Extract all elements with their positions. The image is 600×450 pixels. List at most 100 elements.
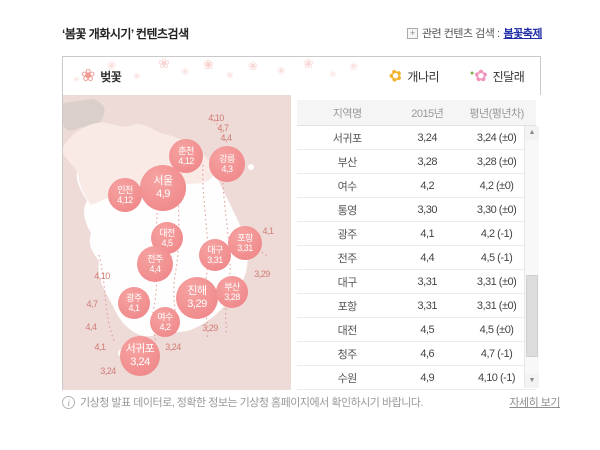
- cell-2015: 3,28: [417, 155, 438, 168]
- blossom-decoration-icon: ❀: [329, 69, 337, 79]
- cell-2015: 4,6: [420, 347, 435, 360]
- map-bubble-대전: 대전 4,5: [151, 222, 183, 254]
- map-bubble-서울: 서울 4,9: [140, 165, 186, 211]
- related-search-link[interactable]: 봄꽃축제: [503, 28, 543, 40]
- table-row: 대전 4,5 4,5 (±0): [297, 318, 536, 342]
- cell-region: 대구: [337, 276, 358, 289]
- blossom-decoration-icon: ❀: [203, 57, 214, 72]
- cell-region: 부산: [337, 156, 358, 169]
- cell-normal: 3,30 (±0): [476, 203, 517, 216]
- map-bubble-광주: 광주 4,1: [118, 287, 150, 319]
- blossom-decoration-icon: ❀: [248, 59, 259, 73]
- tab-azalea[interactable]: ●✿ 진달래: [470, 57, 525, 95]
- cell-region: 포항: [337, 300, 358, 313]
- map-bubble-포항: 포항 3,31: [228, 226, 262, 260]
- contour-date-label: 4,1: [262, 226, 274, 236]
- contour-date-label: 3,29: [254, 269, 270, 279]
- cell-2015: 4,4: [420, 251, 435, 264]
- contour-date-label: 3,29: [202, 323, 218, 333]
- blossom-decoration-icon: ❀: [226, 70, 234, 80]
- contour-date-label: 4,10: [94, 271, 110, 281]
- cell-2015: 3,30: [417, 203, 438, 216]
- scrollbar-thumb[interactable]: [526, 275, 538, 357]
- contour-date-label: 3,24: [165, 342, 181, 352]
- blossom-decoration-icon: ❀: [73, 75, 80, 84]
- map-bubble-부산: 부산 3,28: [216, 276, 248, 308]
- scrollbar-up-icon[interactable]: ▲: [525, 126, 539, 140]
- table-row: 통영 3,30 3,30 (±0): [297, 198, 536, 222]
- forsythia-icon: ✿: [386, 66, 406, 87]
- cell-region: 여수: [337, 180, 358, 193]
- bloom-table: 지역명 2015년 평년(평년차) 서귀포 3,24 3,24 (±0) 부산 …: [291, 95, 541, 390]
- col-header-2015: 2015년: [411, 107, 444, 120]
- tab-forsythia-label: 개나리: [407, 69, 440, 84]
- cell-region: 청주: [337, 348, 358, 361]
- cell-region: 수원: [337, 372, 358, 385]
- table-row: 수원 4,9 4,10 (-1): [297, 366, 536, 390]
- cell-normal: 3,31 (±0): [476, 299, 517, 312]
- cell-region: 대전: [337, 324, 358, 337]
- page-title: ‘봄꽃 개화시기’ 컨텐츠검색: [62, 27, 189, 41]
- cell-normal: 4,2 (-1): [480, 227, 513, 240]
- info-icon: i: [62, 395, 75, 409]
- blossom-decoration-icon: ❀: [349, 61, 359, 73]
- cell-2015: 4,2: [420, 179, 435, 192]
- contour-date-label: 4,10: [208, 113, 224, 123]
- blossom-decoration-icon: ❀: [277, 66, 286, 77]
- cell-normal: 4,5 (±0): [479, 323, 514, 336]
- map-bubble-여수: 여수 4,2: [150, 307, 180, 337]
- blossom-decoration-icon: ❀: [158, 57, 170, 71]
- map-bubble-대구: 대구 3,31: [199, 239, 231, 271]
- blossom-decoration-icon: ❀: [133, 71, 141, 81]
- col-header-region: 지역명: [332, 107, 362, 120]
- contour-date-label: 4,4: [220, 133, 232, 143]
- tab-cherry-label: 벚꽃: [100, 69, 122, 84]
- scrollbar-down-icon[interactable]: ▼: [525, 374, 539, 388]
- map-bubble-인천: 인천 4,12: [108, 178, 142, 212]
- map-bubble-전주: 전주 4,4: [137, 246, 173, 282]
- flower-widget-panel: ❀ ❀ ❀ ❀ ❀ ❀ ❀ ❀ ❀ ❀ ❀ ❀ ❀ 벚꽃 ✿ 개나리 ●✿ 진달…: [62, 56, 541, 390]
- map-bubble-강릉: 강릉 4,3: [209, 146, 245, 182]
- table-row: 포항 3,31 3,31 (±0): [297, 294, 536, 318]
- contour-date-label: 4,7: [86, 299, 98, 309]
- blossom-decoration-icon: ❀: [181, 67, 190, 78]
- related-search-label: 관련 컨텐츠 검색 :: [421, 28, 500, 40]
- tab-forsythia[interactable]: ✿ 개나리: [386, 57, 440, 95]
- map-bubble-춘천: 춘천 4,12: [169, 139, 203, 173]
- cell-normal: 3,24 (±0): [476, 131, 517, 144]
- map-neighbor-land: [63, 99, 105, 131]
- table-row: 대구 3,31 3,31 (±0): [297, 270, 536, 294]
- related-search: + 관련 컨텐츠 검색 : 봄꽃축제: [406, 25, 543, 41]
- cell-region: 광주: [337, 228, 358, 241]
- cell-normal: 4,2 (±0): [479, 179, 514, 192]
- cell-region: 통영: [337, 204, 358, 217]
- tab-cherry-blossom[interactable]: ❀ 벚꽃: [81, 57, 122, 95]
- cell-2015: 4,1: [420, 227, 435, 240]
- tab-azalea-label: 진달래: [492, 69, 525, 84]
- col-header-normal: 평년(평년차): [469, 107, 524, 120]
- cell-normal: 4,10 (-1): [478, 371, 516, 384]
- table-header-row: 지역명 2015년 평년(평년차): [297, 100, 536, 126]
- cell-normal: 4,5 (-1): [480, 251, 513, 264]
- contour-date-label: 3,24: [100, 366, 116, 376]
- table-scrollbar[interactable]: ▲ ▼: [524, 126, 539, 388]
- cherry-blossom-icon: ❀: [81, 66, 96, 85]
- cell-2015: 4,5: [420, 323, 435, 336]
- contour-date-label: 4,4: [85, 322, 97, 332]
- table-row: 서귀포 3,24 3,24 (±0): [297, 126, 536, 150]
- map-islet: [248, 164, 254, 170]
- map-bubble-서귀포: 서귀포 3,24: [120, 336, 160, 376]
- table-body: 서귀포 3,24 3,24 (±0) 부산 3,28 3,28 (±0) 여수 …: [297, 126, 536, 390]
- cell-2015: 4,9: [420, 371, 435, 384]
- footer: i 기상청 발표 데이터로, 정확한 정보는 기상청 홈페이지에서 확인하시기 …: [62, 394, 560, 410]
- cell-normal: 3,28 (±0): [476, 155, 517, 168]
- contour-date-label: 4,7: [217, 123, 229, 133]
- cell-region: 전주: [337, 252, 358, 265]
- map-bubble-진해: 진해 3,29: [176, 277, 218, 319]
- table-row: 여수 4,2 4,2 (±0): [297, 174, 536, 198]
- table-row: 청주 4,6 4,7 (-1): [297, 342, 536, 366]
- details-link[interactable]: 자세히 보기: [509, 397, 560, 409]
- blossom-decoration-icon: ❀: [303, 57, 314, 71]
- plus-icon: +: [406, 27, 418, 39]
